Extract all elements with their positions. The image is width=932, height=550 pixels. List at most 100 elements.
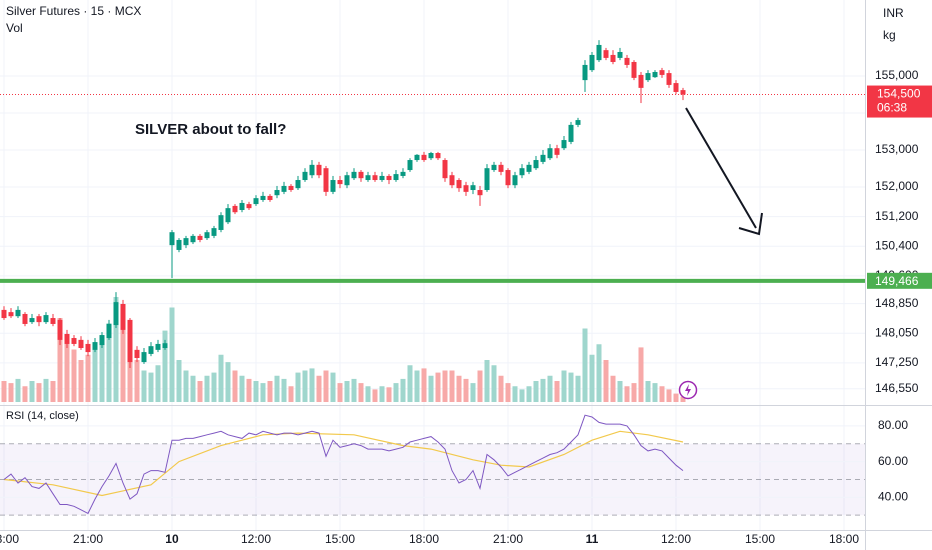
candle-body	[596, 44, 602, 61]
volume-bar	[456, 375, 462, 402]
volume-bar	[638, 347, 644, 402]
candle-body	[505, 170, 511, 186]
candle-body	[15, 309, 21, 317]
candle-body	[288, 185, 294, 191]
countdown-label: 06:38	[877, 101, 907, 115]
volume-layer	[1, 297, 686, 402]
candle-body	[183, 238, 189, 246]
y-tick-label: 148,850	[875, 296, 919, 310]
volume-bar	[50, 381, 56, 402]
volume-bar	[148, 372, 154, 402]
candle-body	[78, 339, 84, 349]
volume-bar	[239, 375, 245, 402]
candle-body	[43, 315, 49, 323]
volume-bar	[176, 360, 182, 402]
rsi-line	[3, 414, 684, 515]
candle-body	[547, 148, 553, 159]
volume-bar	[302, 370, 308, 402]
volume-bar	[673, 393, 679, 402]
y-tick-label: 148,050	[875, 325, 919, 339]
volume-bar	[134, 360, 140, 402]
candle-body	[526, 164, 532, 172]
candle-body	[561, 140, 567, 149]
candle-body	[645, 73, 651, 81]
y-tick-label: 146,550	[875, 381, 919, 395]
rsi-ma-line	[3, 430, 684, 497]
candle-body	[589, 54, 595, 71]
volume-label: Vol	[6, 21, 23, 35]
last-price-label: 154,500	[877, 87, 921, 101]
candle-body	[533, 160, 539, 169]
candle-body	[624, 57, 630, 65]
candle-body	[631, 61, 637, 78]
candle-body	[610, 54, 616, 62]
volume-bar	[71, 349, 77, 402]
candle-body	[162, 343, 168, 349]
candle-body	[449, 175, 455, 186]
rsi-layer	[0, 414, 865, 516]
candle-body	[484, 168, 490, 191]
candle-body	[575, 120, 581, 125]
candle-body	[71, 338, 77, 344]
last-price-box	[867, 85, 932, 118]
volume-bar	[29, 381, 35, 402]
volume-bar	[141, 370, 147, 402]
x-tick-label: 18:00	[829, 532, 859, 546]
volume-bar	[127, 339, 133, 402]
volume-bar	[365, 386, 371, 402]
volume-bar	[393, 383, 399, 402]
volume-bar	[8, 383, 14, 402]
candle-body	[260, 195, 266, 201]
candle-body	[407, 160, 413, 171]
volume-bar	[344, 381, 350, 402]
candle-body	[246, 204, 252, 209]
x-tick-label: 21:00	[493, 532, 523, 546]
candle-body	[470, 185, 476, 191]
volume-bar	[190, 375, 196, 402]
volume-bar	[92, 344, 98, 402]
candle-body	[673, 83, 679, 92]
candle-body	[680, 90, 686, 95]
candle-body	[36, 316, 42, 323]
candle-body	[127, 319, 133, 363]
volume-bar	[540, 378, 546, 402]
rsi-tick-label: 40.00	[878, 490, 908, 504]
support-label: 149,466	[875, 274, 919, 288]
candle-body	[582, 64, 588, 81]
candle-body	[85, 343, 91, 353]
candle-body	[603, 50, 609, 58]
volume-bar	[568, 372, 574, 402]
volume-bar	[211, 372, 217, 402]
rsi-title: RSI (14, close)	[6, 410, 79, 422]
volume-bar	[197, 381, 203, 402]
volume-bar	[351, 378, 357, 402]
volume-bar	[631, 383, 637, 402]
candle-body	[442, 160, 448, 179]
volume-bar	[386, 387, 392, 402]
volume-bar	[183, 370, 189, 402]
candle-body	[211, 228, 217, 236]
candle-body	[253, 198, 259, 205]
volume-bar	[155, 365, 161, 402]
volume-bar	[281, 378, 287, 402]
volume-bar	[463, 378, 469, 402]
volume-bar	[15, 378, 21, 402]
lightning-icon[interactable]	[678, 380, 698, 400]
candle-body	[323, 168, 329, 192]
candle-body	[267, 195, 273, 201]
x-tick-label: 18:00	[0, 532, 19, 546]
candle-body	[330, 180, 336, 192]
x-tick-label: 18:00	[409, 532, 439, 546]
candle-body	[372, 175, 378, 181]
candle-body	[302, 171, 308, 181]
candle-body	[225, 208, 231, 223]
candle-body	[652, 71, 658, 78]
support-label-box	[867, 272, 932, 289]
volume-bar	[512, 386, 518, 402]
candle-body	[22, 313, 28, 324]
arrow	[685, 107, 763, 236]
volume-bar	[64, 339, 70, 402]
volume-bar	[582, 328, 588, 402]
volume-bar	[78, 360, 84, 402]
